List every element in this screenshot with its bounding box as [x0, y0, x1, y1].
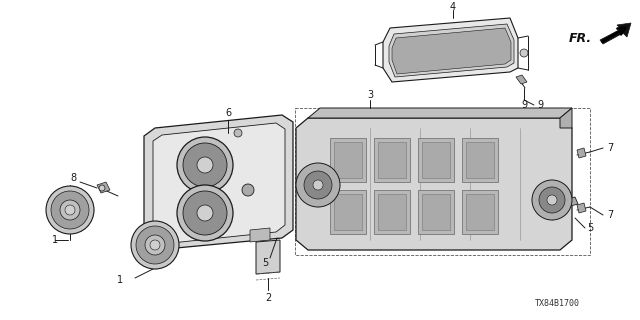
Circle shape	[234, 129, 242, 137]
Text: 5: 5	[587, 223, 593, 233]
Polygon shape	[374, 190, 410, 234]
Polygon shape	[97, 182, 110, 193]
Circle shape	[150, 240, 160, 250]
Text: 8: 8	[70, 173, 76, 183]
Text: 6: 6	[225, 108, 231, 118]
Text: 1: 1	[52, 235, 58, 245]
Polygon shape	[422, 194, 450, 230]
Circle shape	[532, 180, 572, 220]
Polygon shape	[466, 194, 494, 230]
Circle shape	[197, 205, 213, 221]
Polygon shape	[330, 190, 366, 234]
Circle shape	[131, 221, 179, 269]
Polygon shape	[577, 148, 586, 158]
Circle shape	[99, 185, 105, 191]
Text: 4: 4	[450, 2, 456, 12]
Text: 2: 2	[265, 293, 271, 303]
Polygon shape	[389, 24, 514, 77]
Polygon shape	[462, 138, 498, 182]
Polygon shape	[418, 190, 454, 234]
Polygon shape	[334, 194, 362, 230]
Text: TX84B1700: TX84B1700	[535, 299, 580, 308]
Polygon shape	[144, 115, 293, 250]
Polygon shape	[422, 142, 450, 178]
Text: 7: 7	[607, 143, 613, 153]
Circle shape	[51, 191, 89, 229]
Text: 7: 7	[607, 210, 613, 220]
Text: 9: 9	[537, 100, 543, 110]
Circle shape	[296, 163, 340, 207]
Circle shape	[313, 180, 323, 190]
Text: 5: 5	[262, 258, 268, 268]
Polygon shape	[153, 123, 285, 244]
Circle shape	[183, 143, 227, 187]
Polygon shape	[600, 23, 631, 44]
Circle shape	[177, 185, 233, 241]
Text: FR.: FR.	[569, 31, 592, 44]
Polygon shape	[296, 118, 572, 250]
Polygon shape	[378, 194, 406, 230]
Circle shape	[183, 191, 227, 235]
Text: 3: 3	[367, 90, 373, 100]
Circle shape	[520, 49, 528, 57]
Polygon shape	[383, 18, 518, 82]
Polygon shape	[250, 228, 270, 242]
Polygon shape	[516, 75, 527, 84]
Circle shape	[539, 187, 565, 213]
Circle shape	[242, 184, 254, 196]
Polygon shape	[462, 190, 498, 234]
Polygon shape	[577, 203, 586, 213]
Circle shape	[177, 137, 233, 193]
Polygon shape	[334, 142, 362, 178]
Polygon shape	[466, 142, 494, 178]
Circle shape	[547, 195, 557, 205]
Circle shape	[46, 186, 94, 234]
Circle shape	[65, 205, 75, 215]
Text: 9: 9	[521, 100, 527, 110]
Circle shape	[60, 200, 80, 220]
Circle shape	[304, 171, 332, 199]
Text: 1: 1	[117, 275, 123, 285]
Polygon shape	[330, 138, 366, 182]
Circle shape	[145, 235, 165, 255]
Polygon shape	[564, 197, 578, 207]
Polygon shape	[256, 240, 280, 274]
Polygon shape	[378, 142, 406, 178]
Polygon shape	[418, 138, 454, 182]
Circle shape	[197, 157, 213, 173]
Polygon shape	[308, 108, 572, 118]
Polygon shape	[392, 28, 511, 74]
Circle shape	[136, 226, 174, 264]
Polygon shape	[374, 138, 410, 182]
Polygon shape	[560, 108, 572, 128]
